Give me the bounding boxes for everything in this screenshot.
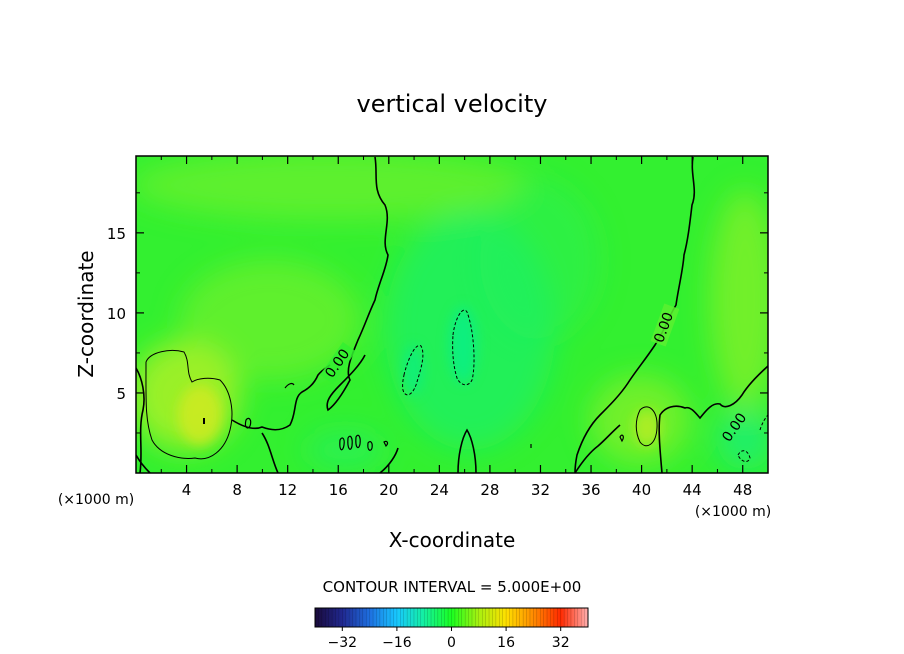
colorbar-tick-label: −32 (328, 635, 358, 651)
x-tick-label: 44 (683, 481, 702, 499)
y-tick-label: 5 (116, 385, 126, 403)
x-tick-label: 4 (182, 481, 192, 499)
x-tick-label: 28 (480, 481, 499, 499)
x-unit-label-left: (×1000 m) (58, 492, 134, 508)
y-tick-label: 10 (107, 305, 126, 323)
y-tick-label: 15 (107, 225, 126, 243)
colorbar: −32 −16 0 16 32 (314, 607, 589, 651)
y-axis-label: Z-coordinate (74, 250, 98, 377)
x-tick-label: 48 (733, 481, 752, 499)
x-tick-label: 36 (581, 481, 600, 499)
x-tick-label: 8 (232, 481, 242, 499)
x-tick-label: 12 (278, 481, 297, 499)
colorbar-tick-label: 16 (497, 635, 515, 651)
contour-interval-text: CONTOUR INTERVAL = 5.000E+00 (323, 578, 582, 596)
x-axis-ticks: 4 8 12 16 20 24 28 32 36 40 44 48 (160, 156, 752, 499)
x-tick-label: 20 (379, 481, 398, 499)
chart-title: vertical velocity (357, 90, 548, 118)
x-tick-label: 40 (632, 481, 651, 499)
colorbar-tick-label: 32 (552, 635, 570, 651)
x-tick-label: 32 (531, 481, 550, 499)
x-tick-label: 16 (329, 481, 348, 499)
colorbar-tick-label: 0 (447, 635, 456, 651)
colorbar-ticks: −32 −16 0 16 32 (328, 627, 570, 651)
field-shading (136, 156, 768, 470)
x-tick-label: 24 (430, 481, 449, 499)
colorbar-tick-label: −16 (382, 635, 412, 651)
colorbar-gradient (315, 608, 588, 627)
contour-lines (136, 156, 768, 473)
x-unit-label-right: (×1000 m) (695, 504, 771, 520)
plot-frame (135, 155, 769, 474)
velocity-field: 0.00 0.00 0.00 (136, 156, 768, 473)
colorbar-stripes (318, 608, 585, 627)
x-axis-label: X-coordinate (389, 528, 516, 552)
y-axis-ticks: 5 10 15 (107, 192, 768, 434)
